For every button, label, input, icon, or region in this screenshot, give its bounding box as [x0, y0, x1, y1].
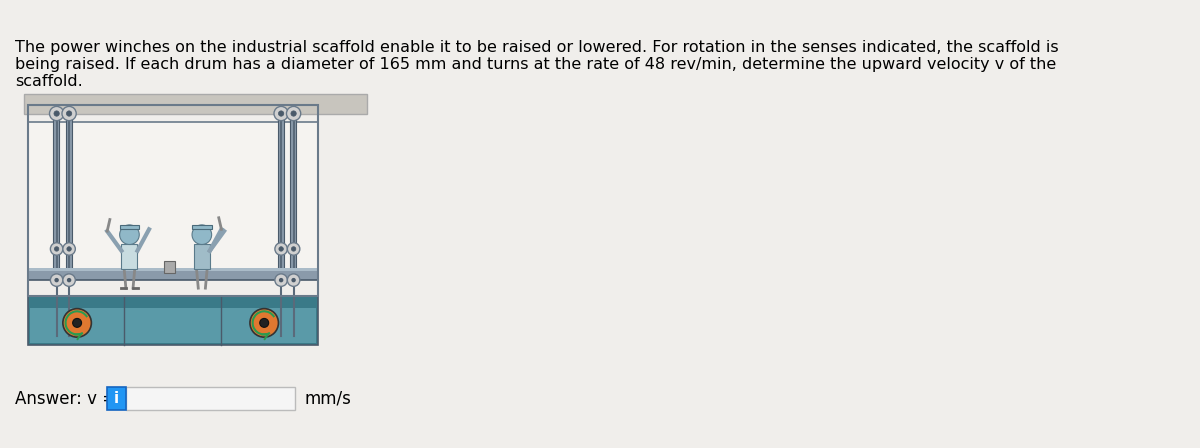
Bar	[290, 113, 296, 276]
Bar	[24, 94, 367, 113]
Bar	[121, 244, 138, 268]
Circle shape	[287, 274, 300, 286]
Bar	[126, 387, 295, 410]
Bar	[107, 387, 126, 410]
Circle shape	[290, 111, 296, 116]
Bar	[277, 113, 283, 276]
Circle shape	[275, 274, 287, 286]
Circle shape	[274, 107, 288, 121]
Bar	[28, 105, 318, 296]
Text: Answer: v =: Answer: v =	[14, 390, 121, 408]
Circle shape	[73, 319, 82, 327]
Circle shape	[54, 111, 59, 116]
Bar	[28, 267, 318, 271]
Circle shape	[54, 278, 59, 282]
Circle shape	[278, 111, 283, 116]
Bar	[194, 244, 210, 268]
Circle shape	[278, 247, 283, 251]
Bar	[66, 113, 72, 276]
Circle shape	[66, 111, 72, 116]
Circle shape	[275, 243, 287, 255]
Circle shape	[250, 309, 278, 337]
Circle shape	[62, 243, 76, 255]
Bar	[30, 308, 316, 343]
Circle shape	[259, 319, 269, 327]
Bar	[53, 113, 59, 276]
Bar	[28, 296, 318, 345]
Circle shape	[120, 225, 139, 245]
Circle shape	[62, 274, 76, 286]
Text: being raised. If each drum has a diameter of 165 mm and turns at the rate of 48 : being raised. If each drum has a diamete…	[14, 57, 1056, 73]
Circle shape	[287, 107, 301, 121]
Bar	[164, 261, 175, 273]
Circle shape	[287, 243, 300, 255]
Circle shape	[67, 247, 71, 251]
Circle shape	[192, 225, 211, 245]
Bar	[28, 122, 318, 274]
Circle shape	[292, 247, 296, 251]
Circle shape	[49, 107, 64, 121]
Circle shape	[278, 278, 283, 282]
Circle shape	[67, 278, 71, 282]
Bar	[120, 225, 139, 229]
Bar	[28, 269, 318, 280]
Circle shape	[50, 274, 62, 286]
Text: The power winches on the industrial scaffold enable it to be raised or lowered. : The power winches on the industrial scaf…	[14, 40, 1058, 56]
Bar	[192, 225, 211, 229]
Circle shape	[62, 107, 77, 121]
Circle shape	[62, 309, 91, 337]
Text: scaffold.: scaffold.	[14, 74, 83, 89]
Circle shape	[50, 243, 62, 255]
Text: i: i	[114, 391, 119, 406]
Circle shape	[292, 278, 296, 282]
Circle shape	[54, 247, 59, 251]
Text: mm/s: mm/s	[305, 390, 352, 408]
